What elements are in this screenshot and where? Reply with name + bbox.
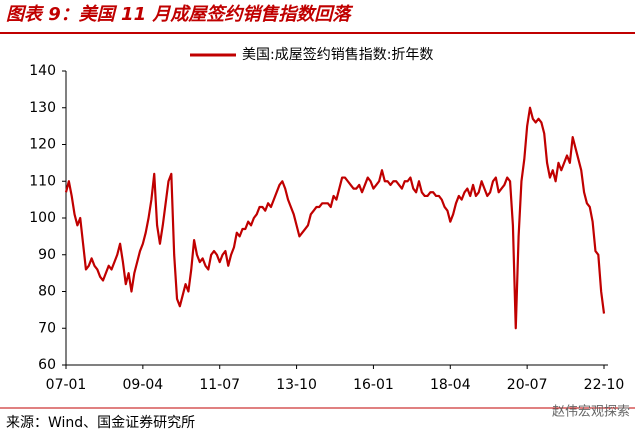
x-tick-label: 11-07 — [199, 377, 240, 393]
x-tick-label: 20-07 — [507, 377, 548, 393]
y-tick-label: 60 — [38, 357, 56, 373]
y-tick-label: 120 — [29, 137, 56, 153]
y-tick-label: 100 — [29, 210, 56, 226]
x-tick-label: 22-10 — [584, 377, 625, 393]
x-tick-label: 07-01 — [46, 377, 87, 393]
x-tick-label: 18-04 — [430, 377, 471, 393]
legend-label: 美国:成屋签约销售指数:折年数 — [242, 46, 433, 63]
chart-title: 图表 9：美国 11 月成屋签约销售指数回落 — [6, 4, 353, 25]
x-tick-label: 09-04 — [123, 377, 164, 393]
source: 来源：Wind、国金证券研究所 — [6, 415, 195, 431]
y-tick-label: 90 — [38, 247, 56, 263]
y-tick-label: 130 — [29, 100, 56, 116]
watermark: 赵伟宏观探索 — [552, 405, 630, 420]
y-tick-label: 140 — [29, 63, 56, 79]
y-tick-label: 110 — [29, 173, 56, 189]
x-tick-label: 16-01 — [353, 377, 394, 393]
line-series — [64, 106, 606, 330]
y-tick-label: 80 — [38, 284, 56, 300]
y-tick-label: 70 — [38, 320, 56, 336]
x-tick-label: 13-10 — [276, 377, 317, 393]
